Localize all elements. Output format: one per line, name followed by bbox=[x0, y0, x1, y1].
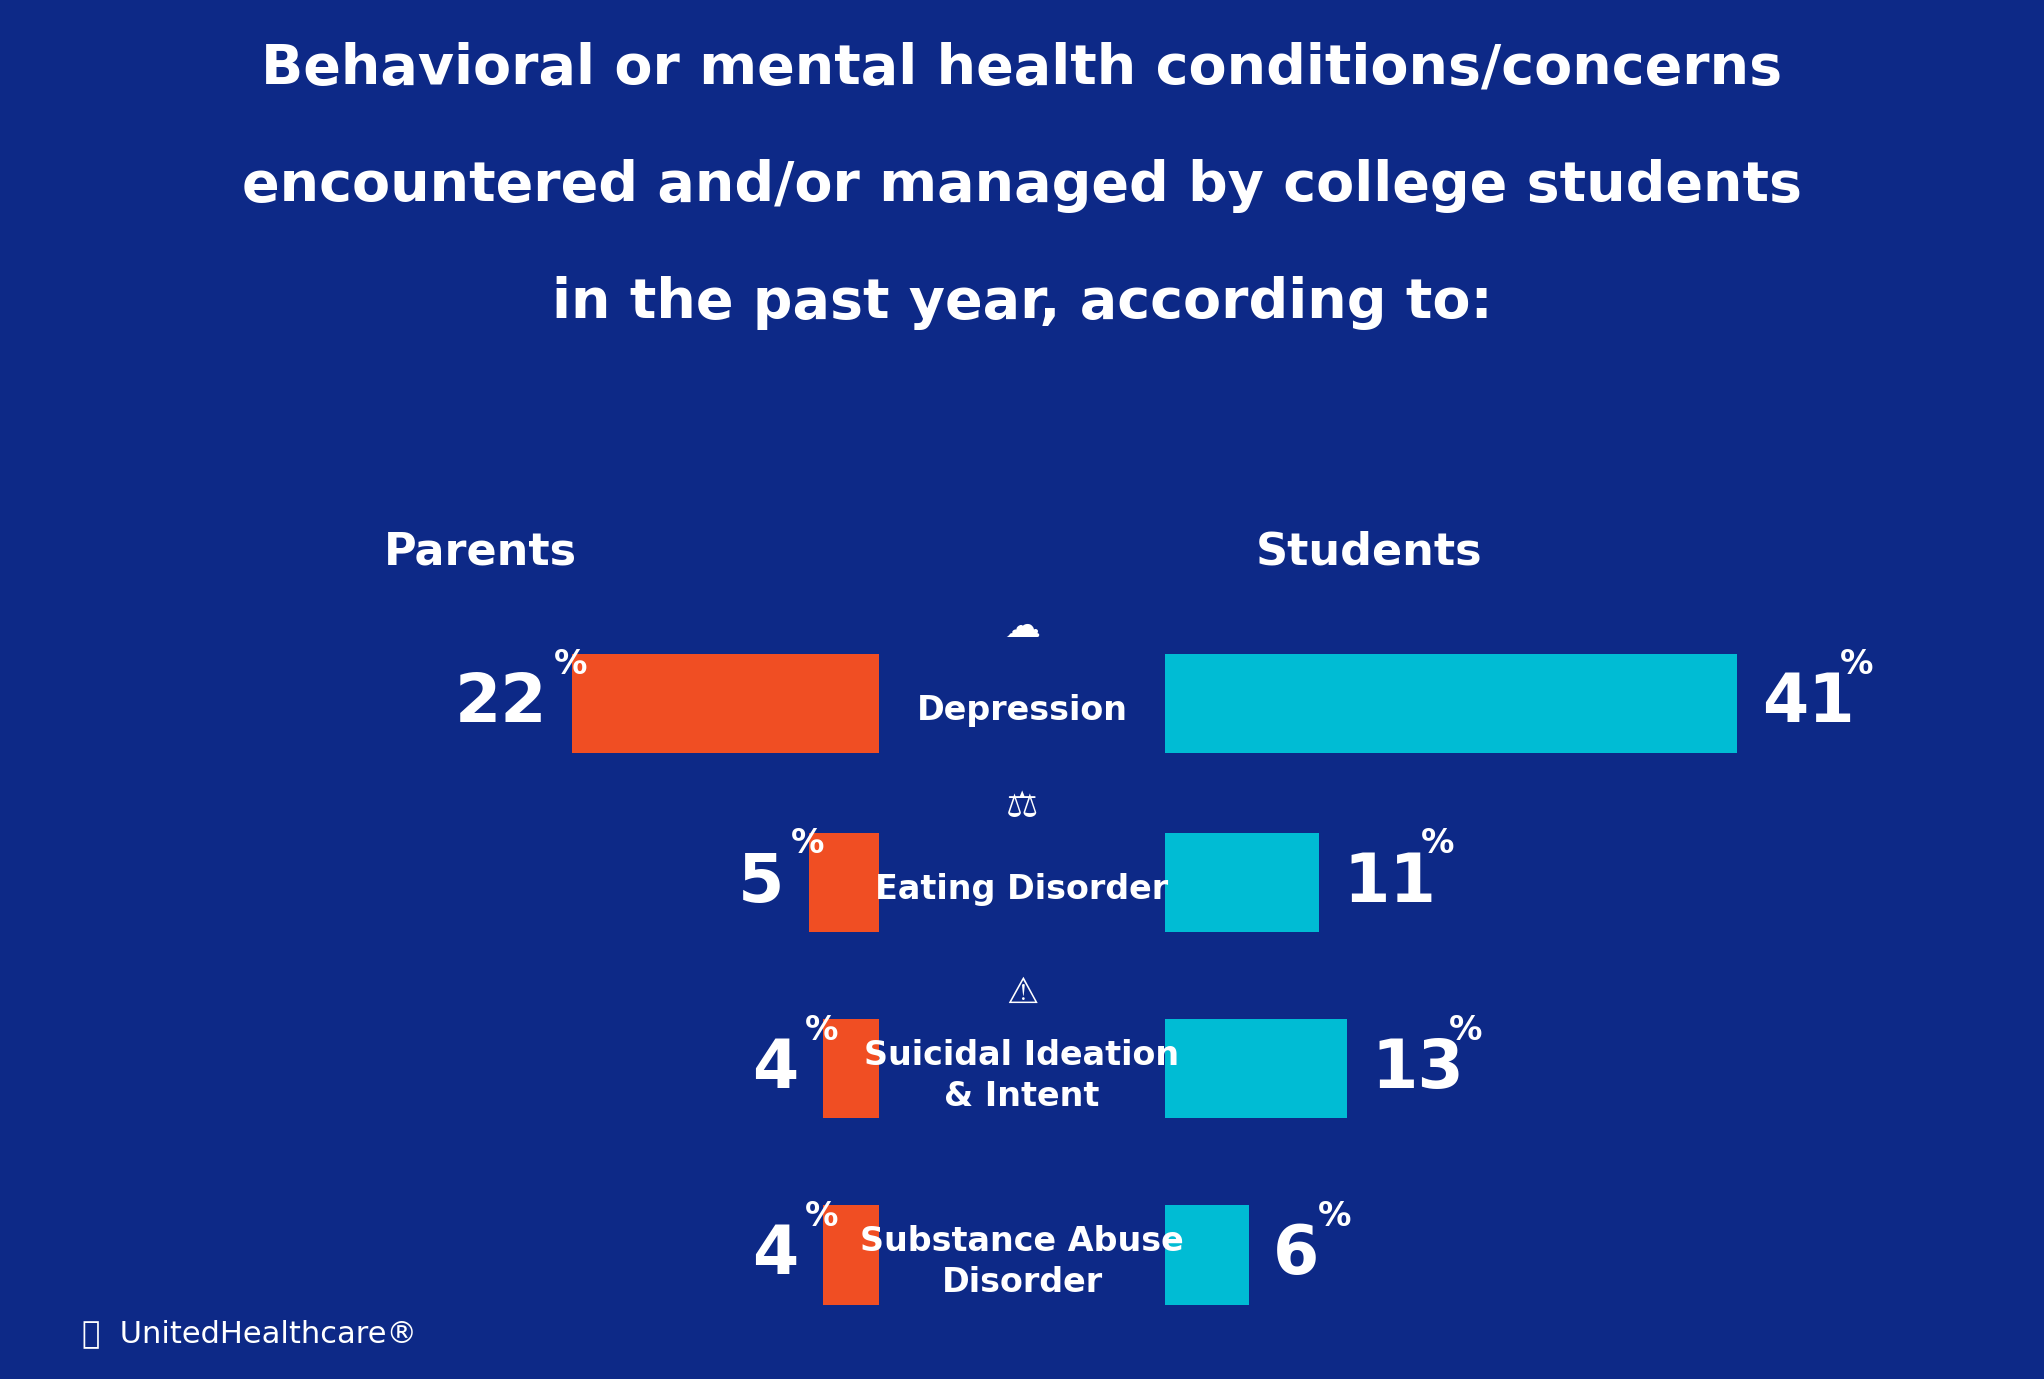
Text: %: % bbox=[1840, 648, 1872, 681]
Text: ⚠: ⚠ bbox=[1006, 976, 1038, 1009]
Text: %: % bbox=[791, 827, 824, 860]
Text: Students: Students bbox=[1257, 530, 1482, 574]
Text: 11: 11 bbox=[1343, 849, 1437, 916]
Text: Substance Abuse
Disorder: Substance Abuse Disorder bbox=[861, 1225, 1183, 1299]
FancyBboxPatch shape bbox=[1165, 1205, 1249, 1305]
Text: Parents: Parents bbox=[384, 530, 576, 574]
Text: 5: 5 bbox=[738, 849, 785, 916]
Text: %: % bbox=[1449, 1014, 1482, 1047]
Text: encountered and/or managed by college students: encountered and/or managed by college st… bbox=[241, 159, 1803, 212]
Text: Suicidal Ideation
& Intent: Suicidal Ideation & Intent bbox=[865, 1038, 1179, 1113]
Text: %: % bbox=[554, 648, 587, 681]
FancyBboxPatch shape bbox=[1165, 833, 1318, 932]
Text: 41: 41 bbox=[1762, 670, 1854, 736]
Text: 4: 4 bbox=[752, 1036, 799, 1102]
Text: ☁: ☁ bbox=[1004, 611, 1040, 644]
Text: Eating Disorder: Eating Disorder bbox=[875, 873, 1169, 906]
Text: %: % bbox=[805, 1014, 838, 1047]
Text: ⚖: ⚖ bbox=[1006, 790, 1038, 823]
Text: 6: 6 bbox=[1273, 1222, 1320, 1288]
Text: %: % bbox=[805, 1200, 838, 1233]
Text: %: % bbox=[1318, 1200, 1351, 1233]
FancyBboxPatch shape bbox=[572, 654, 879, 753]
FancyBboxPatch shape bbox=[1165, 654, 1737, 753]
Text: Behavioral or mental health conditions/concerns: Behavioral or mental health conditions/c… bbox=[262, 41, 1782, 95]
Text: Depression: Depression bbox=[916, 694, 1128, 727]
Text: in the past year, according to:: in the past year, according to: bbox=[552, 276, 1492, 330]
Text: 22: 22 bbox=[456, 670, 548, 736]
Text: %: % bbox=[1421, 827, 1453, 860]
Text: ⧉  UnitedHealthcare®: ⧉ UnitedHealthcare® bbox=[82, 1318, 417, 1349]
FancyBboxPatch shape bbox=[824, 1019, 879, 1118]
Text: 4: 4 bbox=[752, 1222, 799, 1288]
FancyBboxPatch shape bbox=[824, 1205, 879, 1305]
FancyBboxPatch shape bbox=[1165, 1019, 1347, 1118]
FancyBboxPatch shape bbox=[809, 833, 879, 932]
Text: 13: 13 bbox=[1372, 1036, 1464, 1102]
